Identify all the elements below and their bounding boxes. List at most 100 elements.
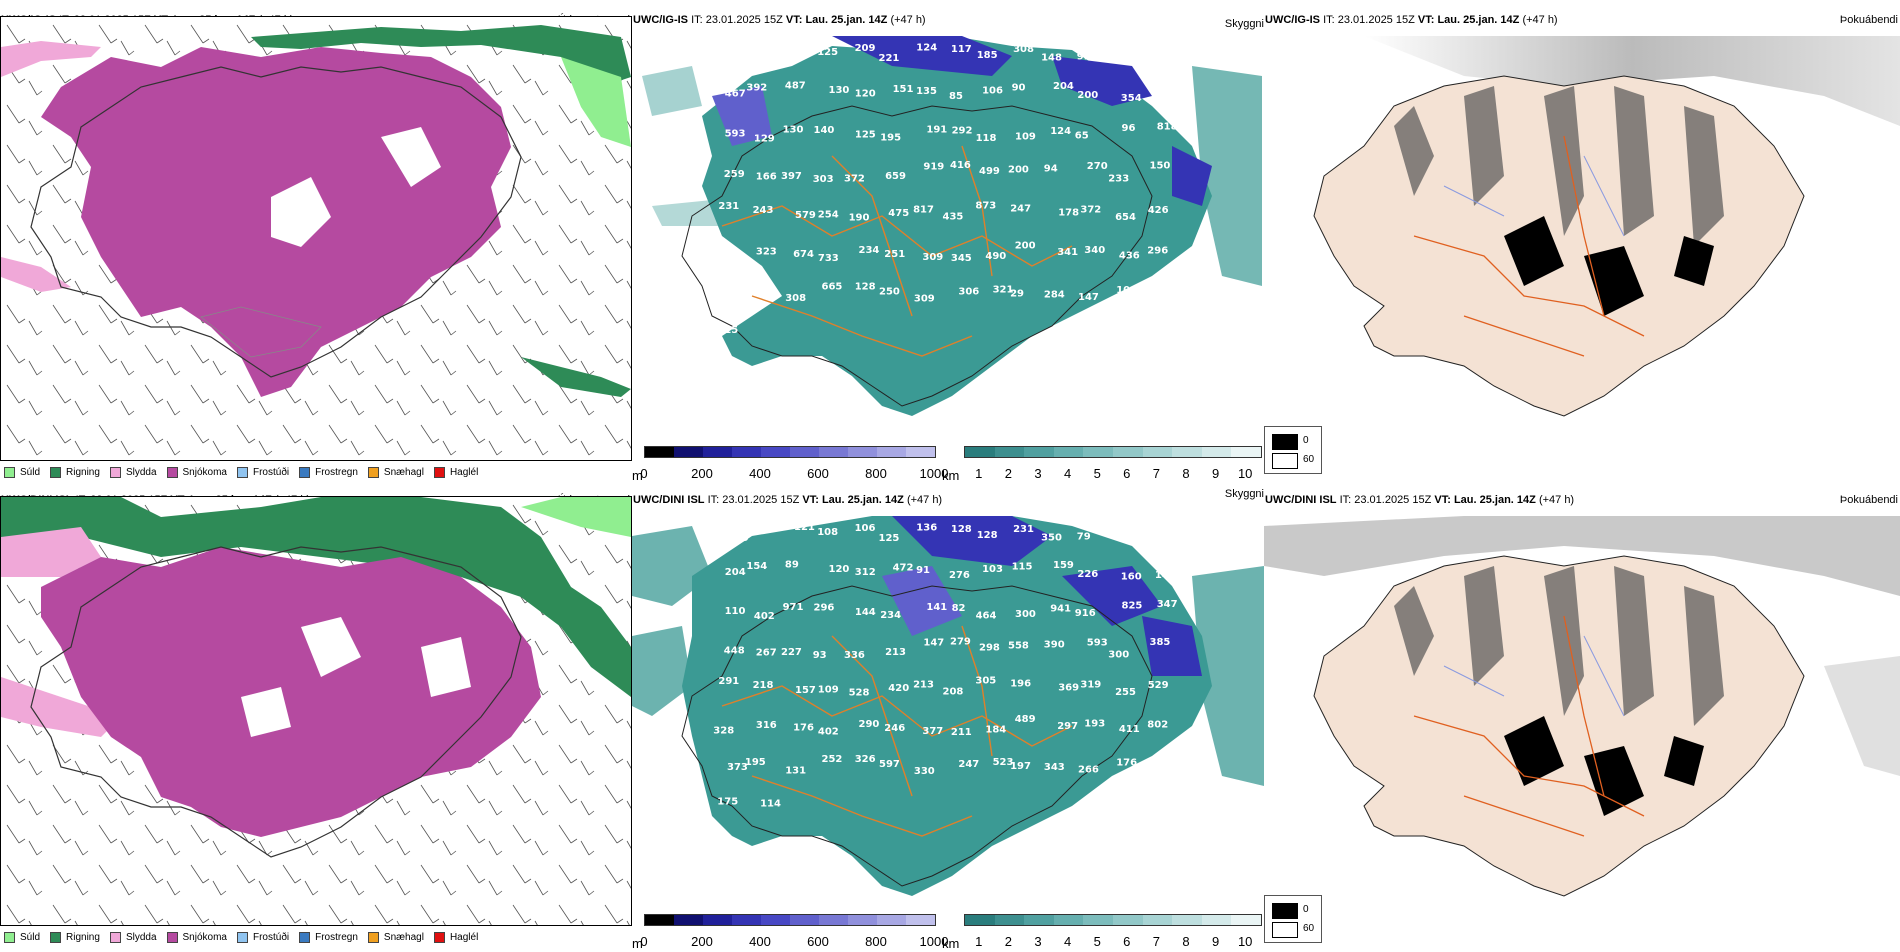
visibility-value: 250 bbox=[879, 287, 900, 298]
scale-tick-label: 4 bbox=[1063, 934, 1072, 949]
panel-header: UWC/IG-IS IT: 23.01.2025 15Z VT: Lau. 25… bbox=[1265, 14, 1558, 26]
visibility-value: 316 bbox=[756, 720, 777, 731]
scale-swatch bbox=[645, 915, 674, 925]
scale-swatch bbox=[1083, 915, 1113, 925]
scale-tick-label: 1000 bbox=[919, 934, 949, 949]
visibility-value: 825 bbox=[1122, 601, 1143, 612]
scale-swatch bbox=[1172, 915, 1202, 925]
visibility-value: 303 bbox=[813, 174, 834, 185]
panel-title: Skyggni bbox=[1224, 488, 1264, 500]
fog-land bbox=[1313, 555, 1805, 897]
legend-item: Slydda bbox=[109, 466, 157, 478]
legend-item: Snjókoma bbox=[166, 931, 227, 943]
scale-tick-label: 200 bbox=[691, 934, 713, 949]
scale-swatch bbox=[703, 447, 732, 457]
visibility-value: 296 bbox=[814, 602, 835, 613]
scale-swatch bbox=[994, 915, 1025, 925]
visibility-value: 84 bbox=[746, 46, 760, 57]
panel-title: Skyggni bbox=[1224, 18, 1264, 30]
legend-item: Súld bbox=[4, 931, 40, 943]
scale-swatch bbox=[790, 915, 819, 925]
visibility-value: 528 bbox=[849, 687, 870, 698]
visibility-value: 873 bbox=[975, 200, 996, 211]
visibility-value: 464 bbox=[976, 611, 997, 622]
visibility-value: 115 bbox=[1012, 561, 1033, 572]
visibility-value: 818 bbox=[1157, 122, 1178, 133]
visibility-value: 200 bbox=[1077, 90, 1098, 101]
visibility-value: 416 bbox=[950, 160, 971, 171]
visibility-value: 733 bbox=[818, 253, 839, 264]
visibility-value: 93 bbox=[813, 650, 827, 661]
visibility-value: 306 bbox=[1149, 525, 1170, 536]
visibility-value: 340 bbox=[1084, 245, 1105, 256]
visibility-value: 390 bbox=[1044, 640, 1065, 651]
visibility-value: 426 bbox=[1148, 205, 1169, 216]
visibility-value: 267 bbox=[756, 648, 777, 659]
rain-area bbox=[1, 497, 631, 697]
visibility-value: 402 bbox=[754, 611, 775, 622]
visibility-value: 131 bbox=[785, 766, 806, 777]
visibility-value: 176 bbox=[1116, 757, 1137, 768]
visibility-value: 802 bbox=[1147, 719, 1168, 730]
visibility-value: 343 bbox=[1044, 762, 1065, 773]
visibility-value: 124 bbox=[916, 43, 937, 54]
visibility-value: 120 bbox=[829, 564, 850, 575]
scale-tick-label: 0 bbox=[640, 466, 648, 481]
visibility-value: 529 bbox=[1148, 680, 1169, 691]
visibility-value: 308 bbox=[1013, 44, 1034, 55]
scale-tick-label: 6 bbox=[1123, 934, 1131, 949]
visibility-value: 117 bbox=[951, 44, 972, 55]
visibility-value: 99 bbox=[1077, 52, 1091, 63]
legend-item: Frostregn bbox=[299, 931, 358, 943]
visibility-value: 247 bbox=[1010, 204, 1031, 215]
visibility-value: 109 bbox=[818, 685, 839, 696]
terrain-scale: m 0 200 400 600 800 1000 bbox=[632, 914, 952, 952]
visibility-value: 108 bbox=[1116, 285, 1137, 296]
scale-swatch bbox=[761, 447, 790, 457]
visibility-value: 125 bbox=[855, 130, 876, 141]
visibility-value: 231 bbox=[718, 201, 739, 212]
visibility-value: 254 bbox=[818, 210, 839, 221]
visibility-value: 128 bbox=[951, 524, 972, 535]
legend-item: Snjókoma bbox=[166, 466, 227, 478]
visibility-value: 128 bbox=[855, 282, 876, 293]
visibility-value: 185 bbox=[977, 50, 998, 61]
precip-legend: Súld Rigning Slydda Snjókoma Frostúði Fr… bbox=[4, 462, 478, 482]
scale-tick-label: 1000 bbox=[919, 466, 949, 481]
visibility-value: 377 bbox=[922, 726, 943, 737]
visibility-value: 326 bbox=[855, 754, 876, 765]
visibility-value: 200 bbox=[1114, 523, 1135, 534]
visibility-value: 213 bbox=[913, 679, 934, 690]
scale-swatch bbox=[819, 447, 848, 457]
visibility-value: 435 bbox=[943, 212, 964, 223]
scale-swatch bbox=[674, 915, 703, 925]
visibility-value: 106 bbox=[855, 523, 876, 534]
legend-item: Rigning bbox=[50, 931, 100, 943]
visibility-value: 292 bbox=[952, 126, 973, 137]
visibility-value: 154 bbox=[746, 561, 767, 572]
visibility-value: 369 bbox=[1058, 683, 1079, 694]
visibility-value: 166 bbox=[756, 172, 777, 183]
visibility-value: 144 bbox=[855, 607, 876, 618]
visibility-value: 209 bbox=[855, 43, 876, 54]
visibility-value: 297 bbox=[1057, 721, 1078, 732]
visibility-value: 300 bbox=[1108, 650, 1129, 661]
visibility-value: 128 bbox=[977, 530, 998, 541]
visibility-value: 251 bbox=[884, 249, 905, 260]
panel-header: UWC/DINI ISL IT: 23.01.2025 15Z VT: Lau.… bbox=[633, 494, 943, 506]
visibility-value: 178 bbox=[1058, 208, 1079, 219]
scale-tick-label: 9 bbox=[1211, 466, 1220, 481]
scale-swatch bbox=[1024, 447, 1054, 457]
visibility-value: 110 bbox=[725, 606, 746, 617]
visibility-value: 150 bbox=[1150, 161, 1171, 172]
visibility-value: 234 bbox=[859, 245, 880, 256]
scale-tick-label: 0 bbox=[640, 934, 648, 949]
visibility-value: 208 bbox=[943, 687, 964, 698]
scale-tick-label: 7 bbox=[1152, 466, 1161, 481]
scale-swatch bbox=[761, 915, 790, 925]
visibility-value: 259 bbox=[724, 169, 745, 180]
visibility-scale: km 1 2 3 4 5 6 7 8 9 10 bbox=[942, 446, 1262, 484]
visibility-value: 221 bbox=[879, 53, 900, 64]
visibility-value: 231 bbox=[1013, 524, 1034, 535]
visibility-value: 579 bbox=[795, 210, 816, 221]
